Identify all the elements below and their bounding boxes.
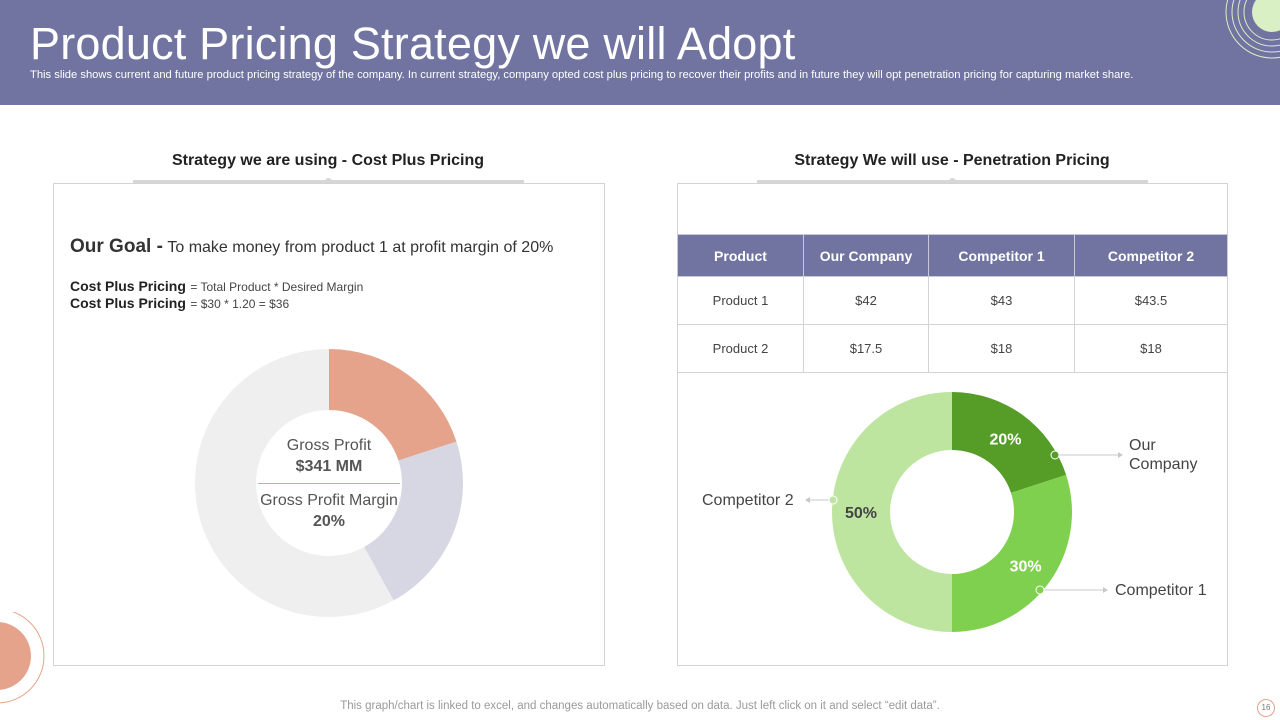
center-gross-profit-value: $341 MM xyxy=(295,458,363,475)
goal-statement: Our Goal - To make money from product 1 … xyxy=(70,236,553,258)
left-panel-title: Strategy we are using - Cost Plus Pricin… xyxy=(171,152,485,169)
table-cell: $43.5 xyxy=(1074,276,1228,325)
gross-profit-donut-slice xyxy=(364,441,463,601)
footer-note: This graph/chart is linked to excel, and… xyxy=(340,700,940,712)
decorative-circle-icon xyxy=(0,612,45,704)
table-cell: Product 1 xyxy=(677,276,804,325)
decorative-circles-icon xyxy=(1225,0,1280,59)
gross-profit-donut-slice xyxy=(329,349,457,461)
table-header-cell: Product xyxy=(677,234,804,277)
title-banner: Product Pricing Strategy we will Adopt T… xyxy=(0,0,1280,105)
table-row: Product 1 $42 $43 $43.5 xyxy=(677,276,1228,325)
leader-dot-our-company xyxy=(1050,450,1060,460)
table-cell: $43 xyxy=(928,276,1075,325)
right-panel-title: Strategy We will use - Penetration Prici… xyxy=(794,152,1110,169)
goal-label: Our Goal - xyxy=(70,236,163,257)
left-underline-dot xyxy=(325,178,332,185)
goal-text: To make money from product 1 at profit m… xyxy=(167,239,554,256)
center-margin-value: 20% xyxy=(312,513,346,530)
table-header-cell: Competitor 1 xyxy=(928,234,1075,277)
leader-dot-competitor-1 xyxy=(1035,585,1045,595)
pricing-comparison-table: Product Our Company Competitor 1 Competi… xyxy=(677,234,1228,373)
market-share-donut-slice xyxy=(952,392,1067,493)
table-header-cell: Our Company xyxy=(803,234,929,277)
page-number: 16 xyxy=(1257,699,1275,717)
arrow-competitor-2 xyxy=(805,497,810,503)
arrow-our-company xyxy=(1118,452,1123,458)
formula-line-2: Cost Plus Pricing = $30 * 1.20 = $36 xyxy=(70,295,289,313)
gross-profit-donut-slice xyxy=(195,349,394,617)
formula-2-text: = $30 * 1.20 = $36 xyxy=(190,297,290,311)
table-row: Product 2 $17.5 $18 $18 xyxy=(677,324,1228,373)
leader-dot-competitor-2 xyxy=(828,495,838,505)
center-divider xyxy=(258,483,400,484)
market-share-donut-slice xyxy=(952,474,1072,632)
table-header-cell: Competitor 2 xyxy=(1074,234,1228,277)
callout-competitor-2: Competitor 2 xyxy=(702,492,794,509)
center-margin-label: Gross Profit Margin xyxy=(260,492,398,509)
right-underline-dot xyxy=(949,178,956,185)
table-cell: $42 xyxy=(803,276,929,325)
gross-profit-donut-chart xyxy=(195,349,463,617)
center-gross-profit-label: Gross Profit xyxy=(286,437,372,454)
formula-1-label: Cost Plus Pricing xyxy=(70,278,186,294)
arrow-competitor-1 xyxy=(1103,587,1108,593)
callout-our-company: Our Company xyxy=(1129,437,1198,473)
page-subtitle: This slide shows current and future prod… xyxy=(30,69,1134,81)
table-cell: $18 xyxy=(1074,324,1228,373)
page-title: Product Pricing Strategy we will Adopt xyxy=(30,18,796,69)
market-share-donut-data-label: 20% xyxy=(989,431,1021,448)
formula-2-label: Cost Plus Pricing xyxy=(70,295,186,311)
market-share-donut-slice xyxy=(832,392,952,632)
formula-1-text: = Total Product * Desired Margin xyxy=(190,280,364,294)
market-share-donut-chart: 20% 30% 50% xyxy=(832,392,1072,632)
market-share-donut-data-label: 50% xyxy=(845,505,877,522)
table-cell: Product 2 xyxy=(677,324,804,373)
market-share-donut-data-label: 30% xyxy=(1010,558,1042,575)
table-header-row: Product Our Company Competitor 1 Competi… xyxy=(677,234,1228,277)
callout-competitor-1: Competitor 1 xyxy=(1115,582,1207,599)
table-cell: $17.5 xyxy=(803,324,929,373)
formula-line-1: Cost Plus Pricing = Total Product * Desi… xyxy=(70,278,363,296)
